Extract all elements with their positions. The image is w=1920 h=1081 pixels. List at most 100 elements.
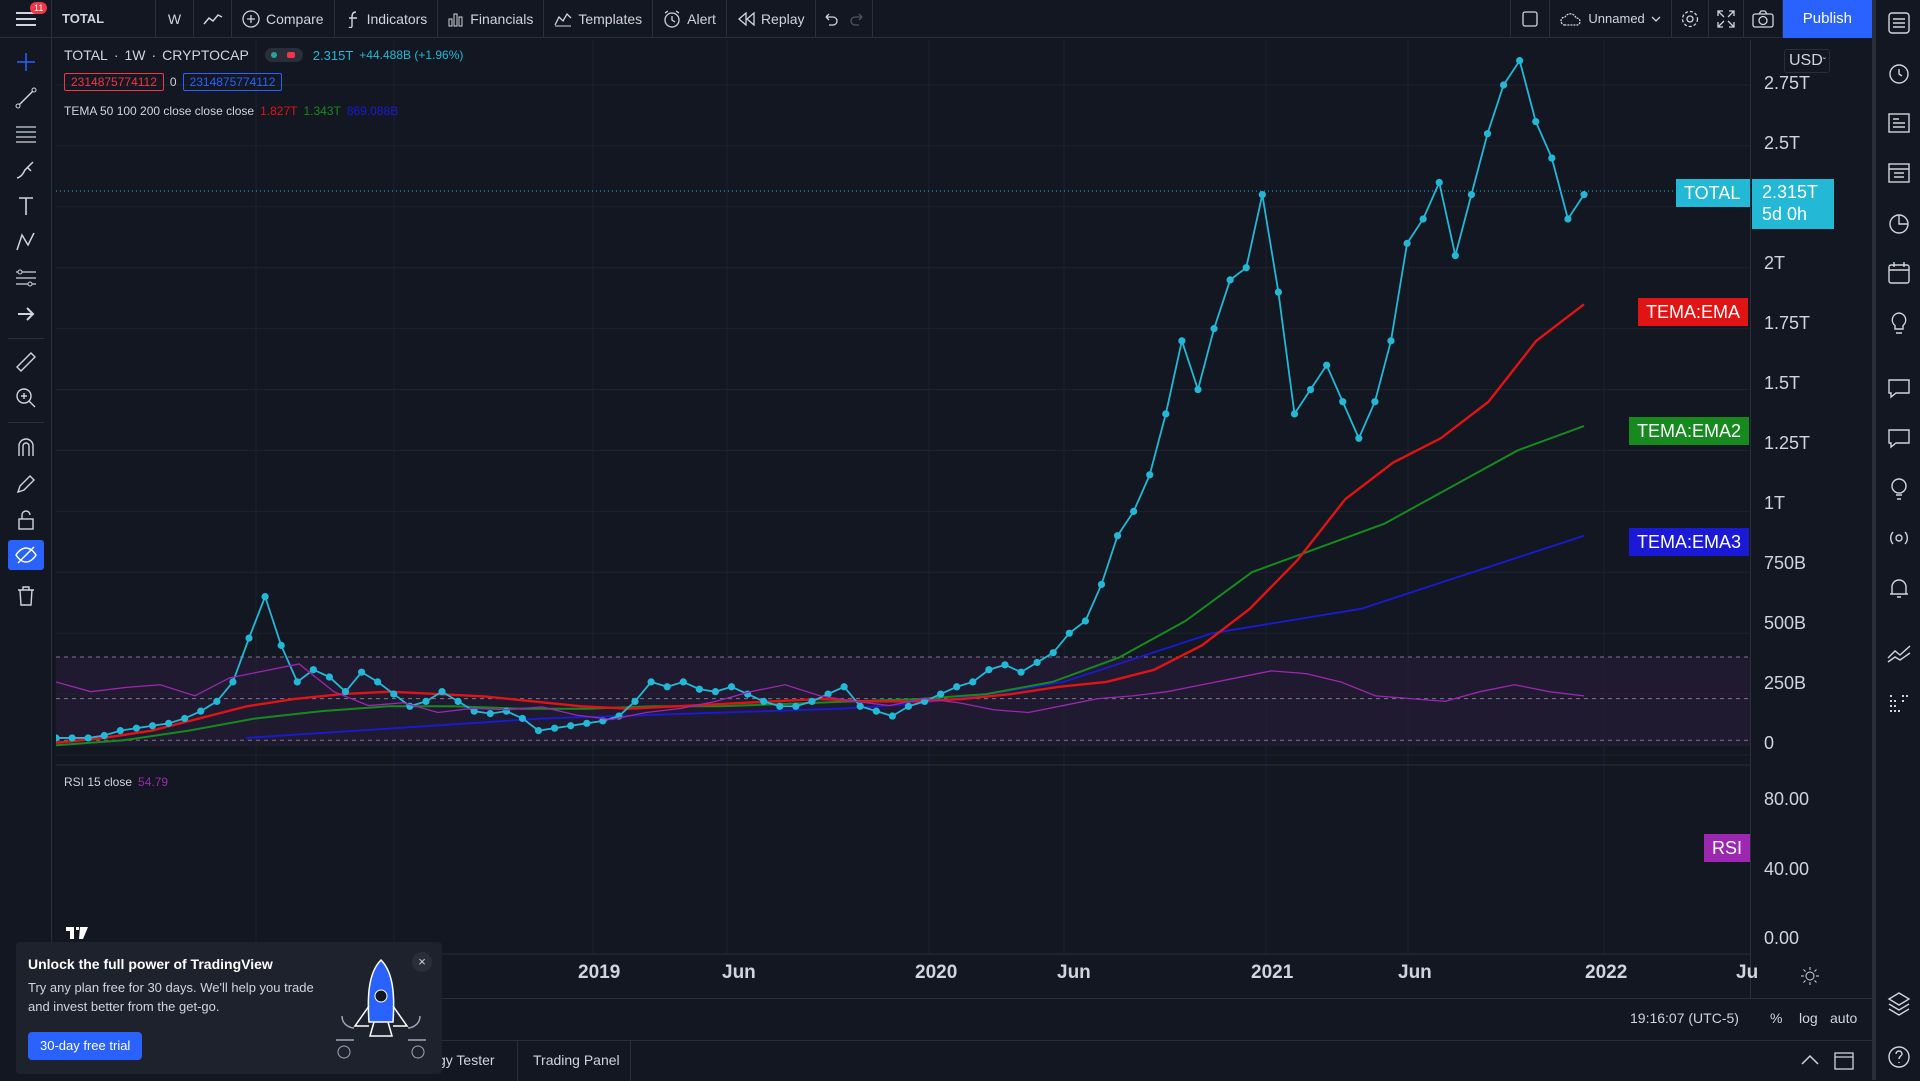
total-series-tag: TOTAL [1676, 179, 1750, 207]
redo-button[interactable] [844, 0, 873, 38]
price-point [567, 722, 575, 730]
clock[interactable]: 19:16:07 (UTC-5) [1630, 1010, 1739, 1026]
calendar-icon[interactable] [1886, 260, 1912, 286]
publish-button[interactable]: Publish [1782, 0, 1872, 38]
main-legend[interactable]: TOTAL · 1W · CRYPTOCAP 2.315T +44.488B (… [64, 47, 463, 63]
alert-label: Alert [687, 10, 716, 27]
spread-value: 0 [169, 75, 177, 89]
lock-icon[interactable] [14, 508, 38, 532]
watchlist-icon[interactable] [1886, 10, 1912, 36]
compare-button[interactable]: Compare [232, 0, 335, 38]
streams-icon[interactable] [1886, 525, 1912, 551]
symbol-search[interactable]: TOTAL [52, 0, 156, 38]
dom-icon[interactable] [1886, 690, 1912, 716]
price-point [824, 690, 832, 698]
undo-button[interactable] [816, 0, 844, 38]
zoom-in-icon[interactable] [14, 386, 38, 410]
redo-icon [849, 13, 862, 26]
chats-icon[interactable] [1886, 375, 1912, 401]
tema-value-3: 869.088B [346, 104, 399, 118]
price-point [1017, 668, 1025, 676]
market-status-toggle[interactable] [264, 48, 303, 62]
price-tick-label: 1T [1764, 493, 1786, 513]
replay-button[interactable]: Replay [727, 0, 816, 38]
financials-button[interactable]: Financials [438, 0, 545, 38]
promo-popup: Unlock the full power of TradingView Try… [16, 942, 442, 1074]
interval-button[interactable]: W [156, 0, 194, 38]
horizontal-lines-icon[interactable] [14, 122, 38, 146]
text-icon[interactable] [14, 194, 38, 218]
layers-icon[interactable] [1886, 990, 1912, 1016]
snapshot-button[interactable] [1744, 0, 1783, 38]
templates-button[interactable]: Templates [544, 0, 654, 38]
fullscreen-icon [1717, 9, 1735, 28]
tab-trading-panel[interactable]: Trading Panel [533, 1052, 620, 1068]
hotlist-icon[interactable] [1886, 210, 1912, 236]
tab-strategy-tester[interactable]: gy Tester [438, 1052, 495, 1068]
price-point [872, 707, 880, 715]
settings-button[interactable] [1672, 0, 1709, 38]
price-point [856, 702, 864, 710]
hide-drawings-button[interactable] [8, 540, 44, 570]
menu-button[interactable]: 11 [0, 0, 52, 38]
ask-box[interactable]: 2314875774112 [182, 73, 283, 91]
fullscreen-button[interactable] [1709, 0, 1744, 38]
chevron-up-icon[interactable] [1800, 1053, 1820, 1067]
price-point [1033, 658, 1041, 667]
ruler-icon[interactable] [14, 350, 38, 374]
arrow-right-icon[interactable] [14, 302, 38, 326]
price-point [534, 727, 543, 735]
maximize-panel-icon[interactable] [1834, 1052, 1854, 1070]
function-icon [348, 10, 357, 28]
price-point [213, 697, 221, 706]
price-point [985, 666, 993, 674]
pencil-lock-icon[interactable] [14, 472, 38, 496]
prediction-icon[interactable] [14, 266, 38, 290]
trading-icon[interactable] [1886, 640, 1912, 666]
drawing-toolbar [0, 38, 52, 1042]
price-point [1290, 410, 1299, 418]
free-trial-button[interactable]: 30-day free trial [28, 1032, 143, 1060]
bid-box[interactable]: 2314875774112 [64, 73, 164, 91]
data-window-icon[interactable] [1886, 160, 1912, 186]
price-point [1532, 117, 1540, 126]
price-point [776, 702, 784, 710]
help-lightbulb-icon[interactable] [1886, 475, 1912, 501]
notifications-bell-icon[interactable] [1886, 575, 1912, 601]
chevron-down-icon: ˇ [1822, 57, 1827, 68]
ema1-tag: TEMA:EMA [1638, 298, 1749, 326]
price-point [229, 678, 237, 686]
log-toggle[interactable]: log [1799, 1010, 1818, 1026]
alert-button[interactable]: Alert [653, 0, 727, 38]
rsi-tag: RSI [1704, 834, 1751, 862]
ideas-lightbulb-icon[interactable] [1886, 310, 1912, 336]
tema-legend[interactable]: TEMA 50 100 200 close close close 1.827T… [64, 104, 398, 118]
tradingview-logo[interactable] [66, 920, 96, 946]
crosshair-icon[interactable] [14, 50, 38, 74]
currency-select[interactable]: USDˇ [1784, 49, 1830, 73]
chart-style-button[interactable] [194, 0, 232, 38]
templates-icon [554, 12, 572, 26]
price-point [1001, 661, 1009, 669]
magnet-icon[interactable] [14, 436, 38, 460]
save-layout-button[interactable]: Unnamed [1550, 0, 1672, 38]
time-axis-settings-icon[interactable] [1800, 966, 1820, 986]
trash-icon[interactable] [14, 584, 38, 608]
trend-line-icon[interactable] [14, 86, 38, 110]
auto-toggle[interactable]: auto [1830, 1010, 1858, 1026]
percent-toggle[interactable]: % [1770, 1010, 1783, 1026]
promo-close-button[interactable]: × [412, 952, 432, 972]
brush-icon[interactable] [14, 158, 38, 182]
indicators-button[interactable]: Indicators [335, 0, 439, 38]
rsi-tick-label: 40.00 [1764, 859, 1810, 879]
layout-select-button[interactable] [1510, 0, 1551, 38]
alerts-clock-icon[interactable] [1886, 60, 1912, 86]
rsi-legend[interactable]: RSI 15 close 54.79 [64, 775, 168, 789]
pattern-icon[interactable] [14, 230, 38, 254]
tema-ema1-line [56, 303, 1585, 745]
messages-icon[interactable] [1886, 425, 1912, 451]
news-icon[interactable] [1886, 110, 1912, 136]
price-point [1178, 337, 1186, 345]
help-icon[interactable] [1886, 1044, 1912, 1070]
price-chart[interactable] [56, 40, 1750, 958]
